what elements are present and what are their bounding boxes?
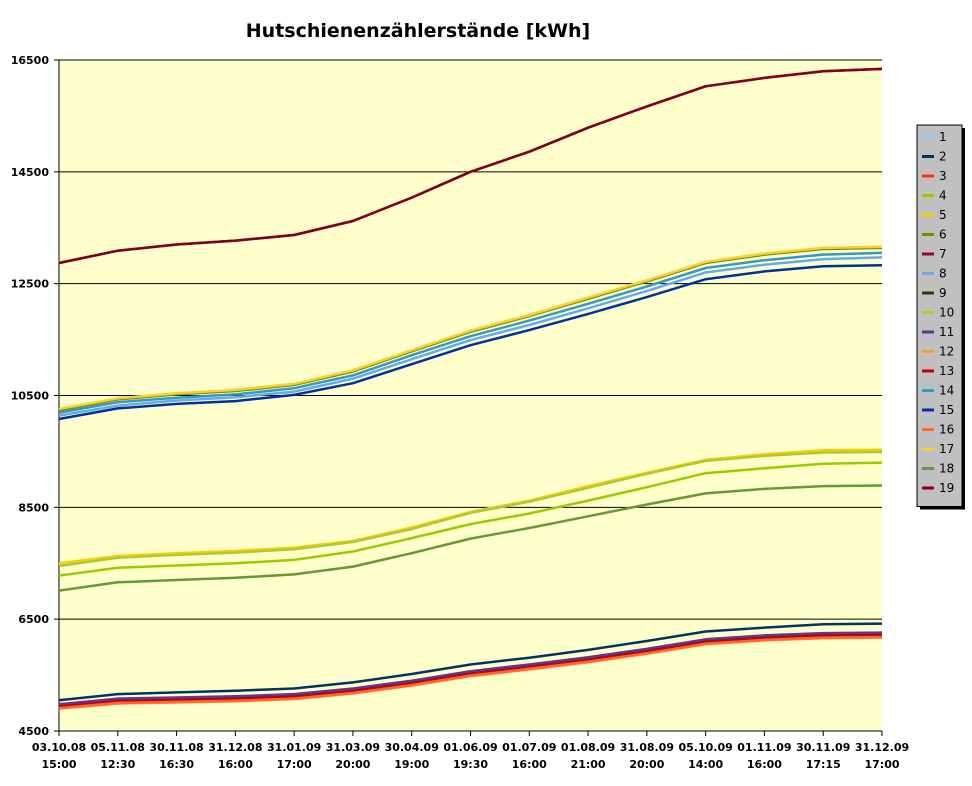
legend-label-6: 6 <box>939 228 947 242</box>
legend-label-1: 1 <box>939 130 947 144</box>
legend-label-9: 9 <box>939 286 947 300</box>
x-tick-label-date: 01.08.09 <box>561 741 615 754</box>
x-tick-label-time: 20:00 <box>335 758 370 771</box>
series-line-14 <box>58 251 883 415</box>
x-tick-label-date: 31.03.09 <box>326 741 380 754</box>
legend-label-16: 16 <box>939 423 954 437</box>
x-tick-label-date: 01.11.09 <box>737 741 791 754</box>
legend-label-14: 14 <box>939 384 954 398</box>
x-tick-label-date: 30.11.08 <box>149 741 203 754</box>
legend-label-4: 4 <box>939 189 947 203</box>
series-line-18 <box>58 484 883 592</box>
y-tick-label: 16500 <box>11 54 50 67</box>
y-tick-label: 8500 <box>18 501 49 514</box>
legend-label-15: 15 <box>939 403 954 417</box>
chart-title: Hutschienenzählerstände [kWh] <box>245 20 591 42</box>
x-tick-label-date: 31.12.09 <box>855 741 909 754</box>
series-line-17 <box>58 245 883 411</box>
legend-label-17: 17 <box>939 442 954 456</box>
x-tick-label-date: 31.01.09 <box>267 741 321 754</box>
x-tick-label-date: 31.08.09 <box>620 741 674 754</box>
series-line-2 <box>58 622 883 702</box>
series-lines <box>58 67 883 710</box>
y-tick-label: 6500 <box>18 613 49 626</box>
series-line-11 <box>58 631 883 706</box>
x-tick-label-time: 15:00 <box>41 758 76 771</box>
x-tick-label-date: 30.04.09 <box>385 741 439 754</box>
x-tick-label-date: 03.10.08 <box>32 741 86 754</box>
legend-label-13: 13 <box>939 364 954 378</box>
series-line-15 <box>58 263 883 421</box>
legend-label-3: 3 <box>939 169 947 183</box>
y-tick-label: 12500 <box>11 278 50 291</box>
legend-label-11: 11 <box>939 325 954 339</box>
series-line-8 <box>58 256 883 417</box>
x-tick-label-date: 05.11.08 <box>91 741 145 754</box>
x-tick-label-time: 12:30 <box>100 758 135 771</box>
x-tick-label-time: 17:00 <box>864 758 899 771</box>
x-tick-label-date: 01.06.09 <box>443 741 497 754</box>
series-line-4 <box>58 461 883 577</box>
legend-label-12: 12 <box>939 345 954 359</box>
legend-label-2: 2 <box>939 150 947 164</box>
series-line-16 <box>58 635 883 710</box>
x-tick-label-time: 17:00 <box>277 758 312 771</box>
x-tick-label-date: 05.10.09 <box>679 741 733 754</box>
series-line-13 <box>58 634 883 708</box>
legend-label-8: 8 <box>939 267 947 281</box>
series-line-10 <box>58 450 883 568</box>
axes: 4500 6500 8500 10500 12500 14500 16500 03.10.08… <box>11 54 909 771</box>
x-tick-label-time: 19:30 <box>453 758 488 771</box>
x-tick-label-time: 16:00 <box>747 758 782 771</box>
x-tick-label-time: 19:00 <box>394 758 429 771</box>
x-tick-label-date: 30.11.09 <box>796 741 850 754</box>
legend-label-10: 10 <box>939 306 954 320</box>
x-tick-label-time: 20:00 <box>629 758 664 771</box>
x-tick-label-date: 01.07.09 <box>502 741 556 754</box>
legend-label-7: 7 <box>939 247 947 261</box>
x-tick-label-time: 14:00 <box>688 758 723 771</box>
x-tick-label-time: 16:30 <box>159 758 194 771</box>
x-tick-label-time: 16:00 <box>512 758 547 771</box>
x-tick-label-date: 31.12.08 <box>208 741 262 754</box>
legend-label-19: 19 <box>939 481 954 495</box>
y-tick-label: 14500 <box>11 166 50 179</box>
series-line-19 <box>58 67 883 265</box>
legend-label-18: 18 <box>939 462 954 476</box>
y-tick-label: 10500 <box>11 390 50 403</box>
x-tick-label-time: 17:15 <box>806 758 841 771</box>
y-tick-label: 4500 <box>18 725 49 738</box>
x-tick-label-time: 21:00 <box>571 758 606 771</box>
legend-box <box>916 124 963 507</box>
legend-label-5: 5 <box>939 208 947 222</box>
x-tick-label-time: 16:00 <box>218 758 253 771</box>
